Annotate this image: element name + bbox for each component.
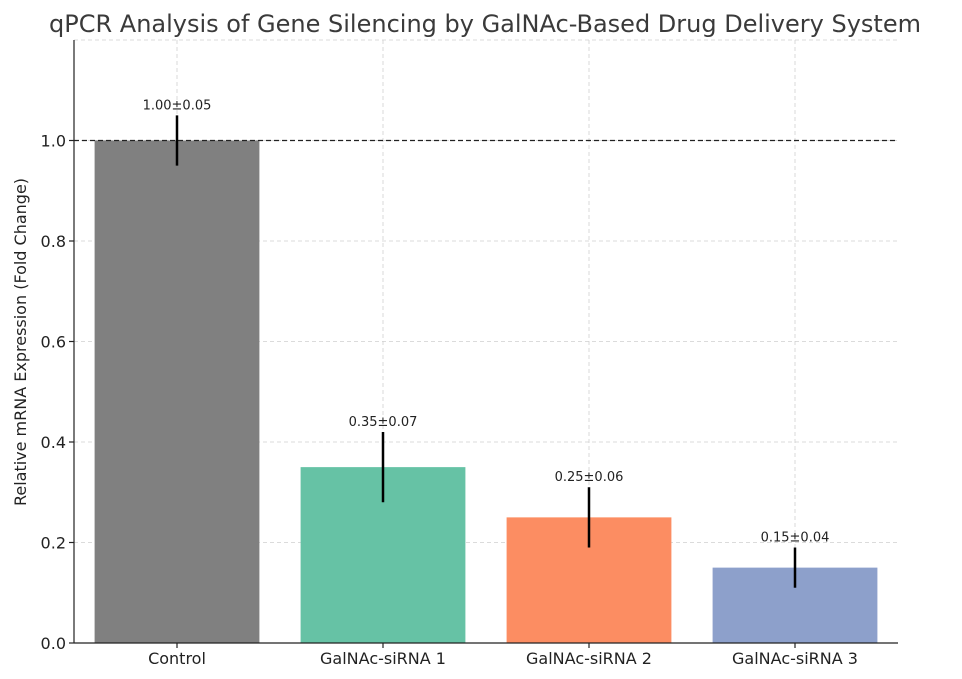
x-tick-label: Control — [148, 649, 206, 668]
y-axis-label: Relative mRNA Expression (Fold Change) — [11, 178, 30, 506]
y-tick-label: 0.8 — [41, 232, 66, 251]
data-label: 0.25±0.06 — [555, 470, 624, 485]
data-label: 0.15±0.04 — [761, 531, 830, 546]
tick-labels: 0.0 0.2 0.4 0.6 0.8 1.0 Control GalNAc-siRNA 1 G… — [41, 132, 858, 669]
axes — [69, 40, 898, 648]
data-label: 0.35±0.07 — [349, 415, 418, 430]
error-bars — [175, 115, 797, 588]
y-tick-label: 1.0 — [41, 132, 66, 151]
bars — [94, 140, 878, 643]
bar — [94, 140, 260, 643]
data-labels: 1.00±0.05 0.35±0.07 0.25±0.06 0.15±0.04 — [143, 98, 830, 545]
y-tick-label: 0.0 — [41, 634, 66, 653]
x-tick-label: GalNAc-siRNA 1 — [320, 649, 446, 668]
y-tick-label: 0.6 — [41, 333, 66, 352]
y-tick-label: 0.2 — [41, 534, 66, 553]
chart-title: qPCR Analysis of Gene Silencing by GalNA… — [49, 10, 921, 38]
x-tick-label: GalNAc-siRNA 3 — [732, 649, 858, 668]
data-label: 1.00±0.05 — [143, 98, 212, 113]
x-tick-label: GalNAc-siRNA 2 — [526, 649, 652, 668]
y-tick-label: 0.4 — [41, 433, 66, 452]
